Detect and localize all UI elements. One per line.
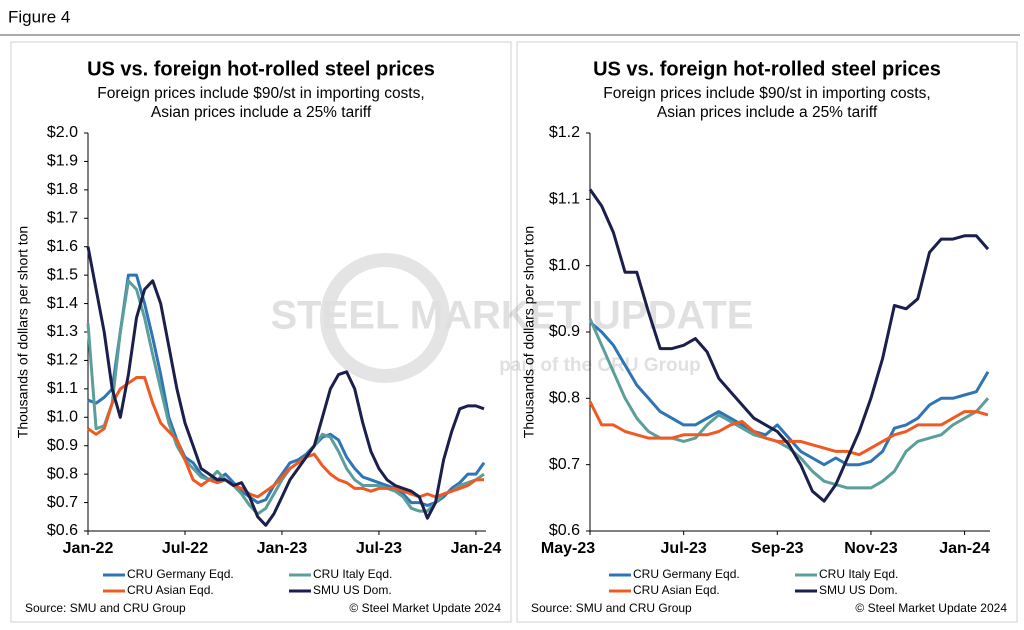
source-note: Source: SMU and CRU Group <box>25 601 186 615</box>
y-tick-label: $1.5 <box>47 266 78 283</box>
series-line <box>588 188 990 503</box>
chart-subtitle: Asian prices include a 25% tariff <box>657 104 878 121</box>
watermark: STEEL MARKET UPDATE part of the CRU Grou… <box>271 253 754 383</box>
y-tick-label: $1.2 <box>47 352 78 369</box>
chart-title: US vs. foreign hot-rolled steel prices <box>87 58 435 80</box>
legend-label: CRU Germany Eqd. <box>633 567 740 581</box>
legend-label: SMU US Dom. <box>313 583 392 597</box>
y-tick-label: $0.7 <box>549 456 580 473</box>
series-line <box>87 273 486 507</box>
y-tick-label: $1.1 <box>47 380 78 397</box>
legend-label: CRU Germany Eqd. <box>127 567 234 581</box>
figure-label: Figure 4 <box>8 7 70 26</box>
legend-label: CRU Italy Eqd. <box>819 567 898 581</box>
watermark-title: STEEL MARKET UPDATE <box>271 294 754 338</box>
y-tick-label: $0.9 <box>549 323 580 340</box>
y-tick-label: $1.4 <box>47 295 78 312</box>
x-tick-label: Jul-22 <box>162 540 208 557</box>
copyright-note: © Steel Market Update 2024 <box>855 601 1007 615</box>
x-tick-label: Jan-24 <box>451 540 502 557</box>
copyright-note: © Steel Market Update 2024 <box>349 601 501 615</box>
legend-label: CRU Asian Eqd. <box>127 583 214 597</box>
watermark-subtitle: part of the CRU Group <box>499 355 701 376</box>
y-tick-label: $1.8 <box>47 181 78 198</box>
legend-label: SMU US Dom. <box>819 583 898 597</box>
x-tick-label: Nov-23 <box>844 540 897 557</box>
chart-title: US vs. foreign hot-rolled steel prices <box>593 58 941 80</box>
y-tick-label: $0.6 <box>549 522 580 539</box>
chart-subtitle: Foreign prices include $90/st in importi… <box>603 85 930 102</box>
source-note: Source: SMU and CRU Group <box>531 601 692 615</box>
x-tick-label: Jul-23 <box>661 540 707 557</box>
y-tick-label: $1.6 <box>47 238 78 255</box>
y-tick-label: $1.9 <box>47 153 78 170</box>
legend-label: CRU Italy Eqd. <box>313 567 392 581</box>
y-axis-title: Thousands of dollars per short ton <box>521 226 537 438</box>
x-tick-label: Jan-22 <box>63 540 114 557</box>
y-tick-label: $0.8 <box>549 390 580 407</box>
y-tick-label: $1.0 <box>549 257 580 274</box>
series-line <box>588 318 990 490</box>
series-line <box>588 400 989 457</box>
series-line <box>86 246 485 527</box>
y-tick-label: $1.1 <box>549 191 580 208</box>
x-tick-label: Jul-23 <box>356 540 402 557</box>
y-tick-label: $2.0 <box>47 124 78 141</box>
watermark-logo <box>320 253 450 383</box>
series-line <box>589 320 990 467</box>
y-tick-label: $1.0 <box>47 409 78 426</box>
x-tick-label: Jan-24 <box>939 540 990 557</box>
panel-frame <box>516 41 1018 623</box>
y-tick-label: $1.7 <box>47 210 78 227</box>
x-tick-label: Sep-23 <box>751 540 804 557</box>
y-tick-label: $1.3 <box>47 323 78 340</box>
y-tick-label: $0.8 <box>47 465 78 482</box>
y-tick-label: $0.7 <box>47 494 78 511</box>
y-axis-title: Thousands of dollars per short ton <box>15 226 31 438</box>
x-tick-label: Jan-23 <box>257 540 308 557</box>
chart-subtitle: Asian prices include a 25% tariff <box>151 104 372 121</box>
chart-subtitle: Foreign prices include $90/st in importi… <box>97 85 424 102</box>
y-tick-label: $0.9 <box>47 437 78 454</box>
x-tick-label: May-23 <box>541 540 595 557</box>
panel-frame <box>10 41 512 623</box>
y-tick-label: $0.6 <box>47 522 78 539</box>
y-tick-label: $1.2 <box>549 124 580 141</box>
legend-label: CRU Asian Eqd. <box>633 583 720 597</box>
